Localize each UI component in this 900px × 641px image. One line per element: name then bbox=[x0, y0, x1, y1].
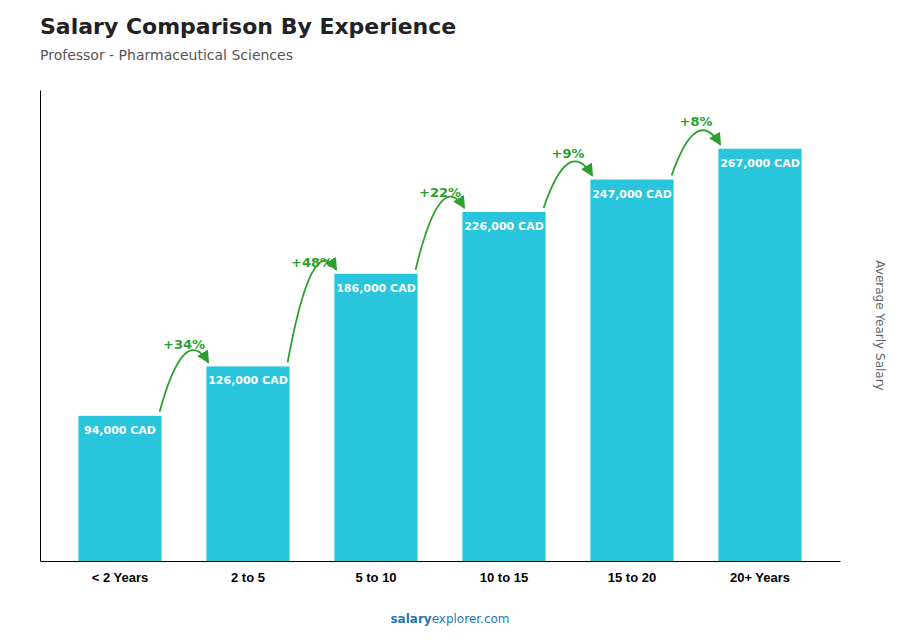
change-label: +34% bbox=[163, 337, 205, 352]
bar bbox=[78, 416, 161, 561]
x-tick: < 2 Years bbox=[92, 561, 149, 585]
chart-container: < 2 Years 2 to 5 5 to 10 10 to 15 15 to 20 20… bbox=[0, 0, 900, 641]
data-label: 186,000 CAD bbox=[336, 282, 416, 295]
change-arrow bbox=[160, 350, 209, 412]
data-label: 267,000 CAD bbox=[720, 157, 800, 170]
change-arrow bbox=[544, 161, 593, 208]
plot-area: < 2 Years 2 to 5 5 to 10 10 to 15 15 to 20 20… bbox=[41, 91, 841, 586]
x-tick: 2 to 5 bbox=[231, 561, 265, 585]
x-tick-label: < 2 Years bbox=[92, 570, 149, 585]
change-arrow bbox=[416, 197, 465, 270]
change-arrow bbox=[288, 261, 337, 363]
x-tick: 10 to 15 bbox=[480, 561, 528, 585]
y-axis bbox=[40, 91, 41, 562]
x-tick-label: 15 to 20 bbox=[608, 570, 656, 585]
change-label: +9% bbox=[552, 146, 585, 161]
y-axis-line bbox=[40, 91, 41, 562]
y-axis-title: Average Yearly Salary bbox=[873, 260, 887, 390]
bar bbox=[206, 366, 289, 561]
x-tick-label: 2 to 5 bbox=[231, 570, 265, 585]
bar bbox=[718, 149, 801, 561]
data-label: 126,000 CAD bbox=[208, 374, 288, 387]
title: Salary Comparison By Experience bbox=[40, 14, 456, 39]
x-tick-label: 10 to 15 bbox=[480, 570, 528, 585]
footer: salaryexplorer.com bbox=[390, 612, 509, 626]
data-label: 94,000 CAD bbox=[84, 424, 156, 437]
bar bbox=[334, 274, 417, 561]
x-tick-label: 5 to 10 bbox=[355, 570, 396, 585]
change-label: +48% bbox=[291, 255, 333, 270]
change-annotations: +34% +48% +22% +9% +8% bbox=[160, 114, 721, 411]
footer-part: salary bbox=[390, 612, 431, 626]
x-axis: < 2 Years 2 to 5 5 to 10 10 to 15 15 to 20 20… bbox=[41, 561, 841, 585]
change-label: +22% bbox=[419, 185, 461, 200]
bar bbox=[462, 212, 545, 561]
bars bbox=[78, 149, 801, 561]
chart-svg: < 2 Years 2 to 5 5 to 10 10 to 15 15 to 20 20… bbox=[0, 0, 900, 641]
change-arrow bbox=[672, 130, 721, 175]
x-tick-label: 20+ Years bbox=[730, 570, 790, 585]
subtitle: Professor - Pharmaceutical Sciences bbox=[40, 47, 293, 63]
x-tick: 20+ Years bbox=[730, 561, 790, 585]
bar bbox=[590, 180, 673, 561]
change-label: +8% bbox=[680, 114, 713, 129]
x-tick: 15 to 20 bbox=[608, 561, 656, 585]
data-label: 226,000 CAD bbox=[464, 220, 544, 233]
footer-part: explorer.com bbox=[432, 612, 510, 626]
x-tick: 5 to 10 bbox=[355, 561, 396, 585]
x-axis-line bbox=[41, 561, 841, 562]
data-labels: 94,000 CAD 126,000 CAD 186,000 CAD 226,000 … bbox=[84, 157, 800, 437]
data-label: 247,000 CAD bbox=[592, 188, 672, 201]
